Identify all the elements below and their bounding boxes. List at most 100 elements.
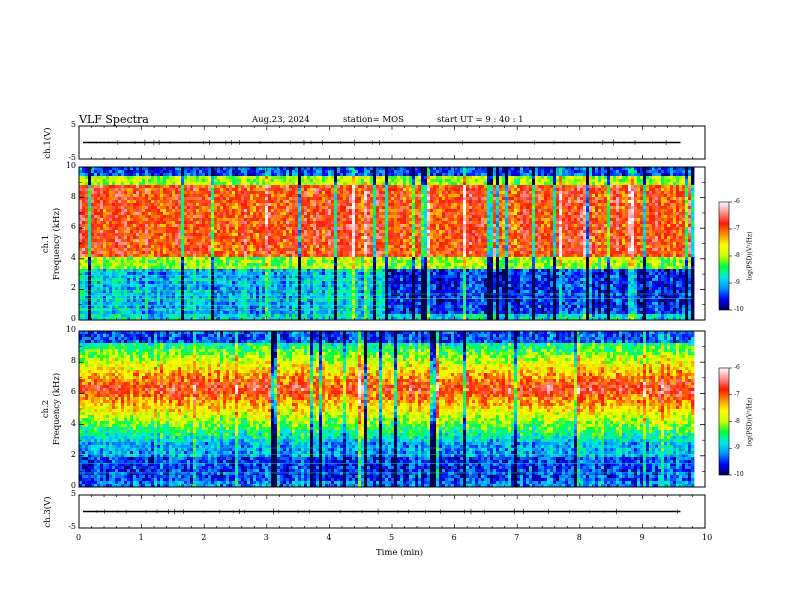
heatmap-cell — [355, 260, 359, 264]
heatmap-cell — [280, 227, 284, 231]
heatmap-cell — [226, 230, 230, 234]
heatmap-cell — [235, 182, 239, 186]
heatmap-cell — [334, 233, 338, 237]
heatmap-cell — [202, 299, 206, 303]
heatmap-cell — [265, 209, 269, 213]
heatmap-cell — [172, 218, 176, 222]
heatmap-cell — [292, 194, 296, 198]
heatmap-cell — [241, 263, 245, 267]
heatmap-cell — [238, 251, 242, 255]
heatmap-cell — [196, 197, 200, 201]
heatmap-cell — [175, 314, 179, 318]
heatmap-cell — [253, 305, 257, 309]
heatmap-cell — [343, 287, 347, 291]
heatmap-cell — [205, 272, 209, 276]
heatmap-cell — [187, 263, 191, 267]
heatmap-cell — [229, 203, 233, 207]
heatmap-cell — [202, 308, 206, 312]
heatmap-cell — [361, 206, 365, 210]
heatmap-cell — [355, 284, 359, 288]
heatmap-cell — [133, 191, 137, 195]
heatmap-cell — [139, 248, 143, 252]
heatmap-cell — [88, 266, 92, 270]
heatmap-cell — [115, 257, 119, 261]
heatmap-cell — [346, 236, 350, 240]
heatmap-cell — [343, 203, 347, 207]
heatmap-cell — [82, 191, 86, 195]
heatmap-cell — [109, 296, 113, 300]
heatmap-cell — [154, 278, 158, 282]
heatmap-cell — [367, 242, 371, 246]
heatmap-cell — [139, 173, 143, 177]
heatmap-cell — [193, 218, 197, 222]
heatmap-cell — [133, 278, 137, 282]
heatmap-cell — [181, 269, 185, 273]
heatmap-cell — [310, 176, 314, 180]
heatmap-cell — [229, 200, 233, 204]
heatmap-cell — [268, 272, 272, 276]
heatmap-cell — [166, 296, 170, 300]
heatmap-cell — [232, 203, 236, 207]
heatmap-cell — [328, 188, 332, 192]
heatmap-cell — [91, 299, 95, 303]
heatmap-cell — [355, 224, 359, 228]
heatmap-cell — [247, 194, 251, 198]
heatmap-cell — [301, 251, 305, 255]
heatmap-cell — [154, 218, 158, 222]
heatmap-cell — [112, 287, 116, 291]
heatmap-cell — [298, 182, 302, 186]
heatmap-cell — [244, 284, 248, 288]
heatmap-cell — [136, 185, 140, 189]
heatmap-cell — [262, 191, 266, 195]
heatmap-cell — [91, 308, 95, 312]
heatmap-cell — [118, 299, 122, 303]
heatmap-cell — [343, 260, 347, 264]
heatmap-cell — [208, 227, 212, 231]
heatmap-cell — [124, 263, 128, 267]
heatmap-cell — [364, 197, 368, 201]
heatmap-cell — [289, 290, 293, 294]
heatmap-cell — [355, 278, 359, 282]
heatmap-cell — [103, 248, 107, 252]
heatmap-cell — [196, 263, 200, 267]
heatmap-cell — [256, 293, 260, 297]
heatmap-cell — [298, 254, 302, 258]
heatmap-cell — [331, 257, 335, 261]
heatmap-cell — [100, 173, 104, 177]
heatmap-cell — [259, 191, 263, 195]
heatmap-cell — [316, 281, 320, 285]
heatmap-cell — [148, 194, 152, 198]
heatmap-cell — [307, 317, 311, 321]
heatmap-cell — [79, 224, 83, 228]
heatmap-cell — [370, 215, 374, 219]
heatmap-cell — [295, 236, 299, 240]
heatmap-cell — [169, 218, 173, 222]
heatmap-cell — [217, 284, 221, 288]
heatmap-cell — [169, 296, 173, 300]
heatmap-cell — [259, 236, 263, 240]
heatmap-cell — [289, 314, 293, 318]
heatmap-cell — [301, 260, 305, 264]
heatmap-cell — [307, 248, 311, 252]
heatmap-cell — [133, 254, 137, 258]
heatmap-cell — [247, 302, 251, 306]
heatmap-cell — [370, 308, 374, 312]
heatmap-cell — [241, 311, 245, 315]
heatmap-cell — [247, 170, 251, 174]
heatmap-cell — [334, 197, 338, 201]
heatmap-cell — [85, 173, 89, 177]
heatmap-cell — [148, 281, 152, 285]
heatmap-cell — [178, 239, 182, 243]
heatmap-cell — [280, 185, 284, 189]
heatmap-cell — [157, 182, 161, 186]
heatmap-cell — [250, 176, 254, 180]
heatmap-cell — [334, 236, 338, 240]
heatmap-cell — [352, 227, 356, 231]
heatmap-cell — [364, 221, 368, 225]
heatmap-cell — [181, 302, 185, 306]
heatmap-cell — [94, 212, 98, 216]
heatmap-cell — [244, 170, 248, 174]
heatmap-cell — [169, 254, 173, 258]
heatmap-cell — [124, 176, 128, 180]
heatmap-cell — [82, 293, 86, 297]
